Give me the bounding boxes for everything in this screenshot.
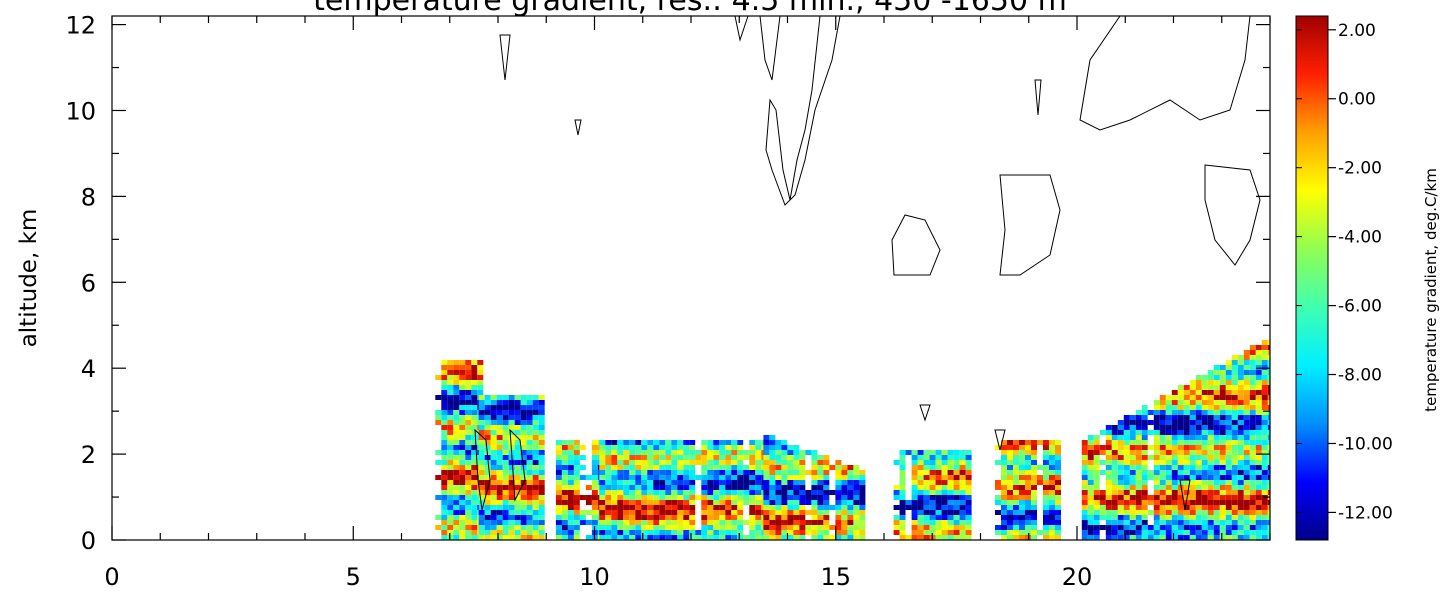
x-tick-label: 15 [820,563,851,591]
y-tick-label: 12 [65,12,96,40]
contour-line-12 [919,404,931,422]
colorbar-tick-label: 0.00 [1338,90,1376,110]
y-tick-label: 8 [81,183,96,211]
data-segment-7 [1081,340,1270,540]
colorbar-label: temperature gradient, deg.C/km [1422,168,1440,412]
colorbar-tick-label: 2.00 [1338,21,1376,41]
y-axis-label: altitude, km [16,209,42,348]
x-tick-label: 10 [579,563,610,591]
data-segment-0 [435,360,484,540]
contour-line-0 [734,16,749,42]
colorbar-tick-label: -10.00 [1338,434,1393,454]
data-segment-2 [555,440,604,540]
colorbar-axis: 2.00 0.00 -2.00 -4.00 -6.00 -8.00 -10.00 -12.00 [1296,21,1393,523]
colorbar [1295,15,1329,541]
contour-lines [474,16,1261,511]
contour-line-4 [1204,164,1261,266]
colorbar-tick-label: -2.00 [1338,159,1382,179]
contour-line-3 [1079,16,1251,131]
y-tick-label: 0 [81,527,96,555]
data-segment-4 [763,435,866,540]
y-tick-label: 4 [81,355,96,383]
contour-line-10 [474,428,491,511]
data-segment-6 [995,440,1061,540]
contour-line-5 [999,174,1061,276]
contour-line-7 [499,34,511,81]
contour-line-1 [759,16,781,81]
contour-line-13 [994,429,1006,451]
y-tick-label: 2 [81,441,96,469]
y-tick-label: 10 [65,97,96,125]
colorbar-tick-label: -8.00 [1338,366,1382,386]
data-segment-5 [893,450,972,540]
x-axis: 0 5 10 15 20 [104,16,1271,591]
colorbar-tick-label: -4.00 [1338,228,1382,248]
contour-line-6 [891,214,941,276]
contour-line-8 [574,119,582,136]
contour-line-2 [765,16,841,206]
data-segment-3 [599,440,768,540]
y-axis: 0 2 4 6 8 10 12 [65,12,1270,555]
heatmap-area [435,340,1270,540]
colorbar-tick-label: -6.00 [1338,297,1382,317]
x-tick-label: 5 [346,563,361,591]
contour-line-9 [1034,79,1042,116]
contour-line-14 [1179,479,1191,511]
x-tick-label: 20 [1062,563,1093,591]
data-segment-1 [478,395,545,540]
colorbar-tick-label: -12.00 [1338,503,1393,523]
contour-line-11 [509,428,526,502]
x-tick-label: 0 [104,563,119,591]
y-tick-label: 6 [81,269,96,297]
chart-title: temperature gradient, res.: 4.5 min., 45… [313,0,1067,18]
